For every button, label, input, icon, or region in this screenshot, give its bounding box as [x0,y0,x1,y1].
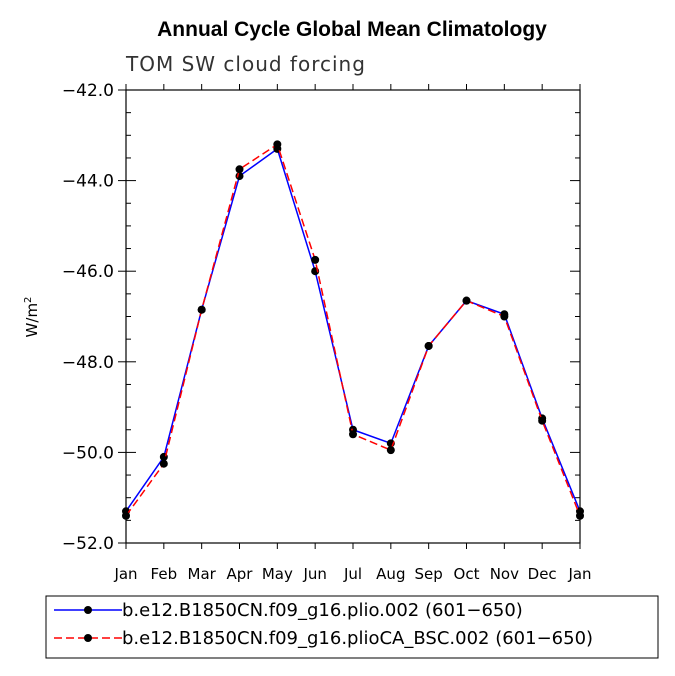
y-tick-label: −44.0 [62,172,114,192]
series-2-point [462,296,471,305]
legend: b.e12.B1850CN.f09_g16.plio.002 (601−650)… [45,595,659,659]
plot-area [125,89,581,544]
series-2-point [500,312,509,321]
y-axis-label-text: W/m [23,303,41,338]
legend-marker-1 [84,606,92,614]
series-2-point [235,165,244,174]
x-tick-label: May [262,565,293,583]
x-tick-label: Sep [415,565,443,583]
legend-label-2: b.e12.B1850CN.f09_g16.plioCA_BSC.002 (60… [122,628,593,649]
series-2-point [386,446,395,455]
series-2-point [424,341,433,350]
series-2-point [576,511,584,520]
x-tick-label: Jul [343,565,362,583]
x-tick-label: Apr [227,565,254,583]
x-tick-label: Jun [302,565,326,583]
x-tick-label: Mar [188,565,217,583]
y-tick-label: −42.0 [62,81,114,101]
x-tick-label: Aug [376,565,405,583]
y-tick-label: −50.0 [62,443,114,463]
y-axis-label: W/m2 [23,297,41,338]
x-tick-label: Dec [528,565,557,583]
series-2-point [538,416,547,425]
legend-box [45,595,659,659]
y-tick-label: −48.0 [62,353,114,373]
y-axis-label-superscript: 2 [23,297,34,303]
legend-label-1: b.e12.B1850CN.f09_g16.plio.002 (601−650) [122,600,523,621]
y-tick-label: −52.0 [62,534,114,554]
legend-marker-2 [84,634,92,642]
y-tick-label: −46.0 [62,262,114,282]
chart-title: Annual Cycle Global Mean Climatology [157,18,547,41]
x-tick-label: Oct [454,565,480,583]
series-2-point [159,459,168,468]
series-line-1 [125,147,581,512]
series-2-point [197,305,206,314]
x-tick-label: Jan [113,565,137,583]
x-tick-label: Nov [490,565,519,583]
x-tick-label: Feb [151,565,178,583]
y-axis: −52.0 −50.0 −48.0 −46.0 −44.0 −42.0 [62,81,580,554]
series-2-point [122,511,130,520]
series-layer [122,140,584,520]
plot-border [125,89,581,544]
series-2-point [273,140,282,149]
x-tick-label: Jan [567,565,591,583]
series-line-2 [125,143,581,517]
chart-subtitle: TOM SW cloud forcing [125,52,366,76]
series-2-point [311,255,320,264]
series-2-point [349,430,357,439]
x-axis: Jan Feb Mar Apr May Jun Jul Aug Sep Oct Nov Dec Jan [113,84,592,583]
